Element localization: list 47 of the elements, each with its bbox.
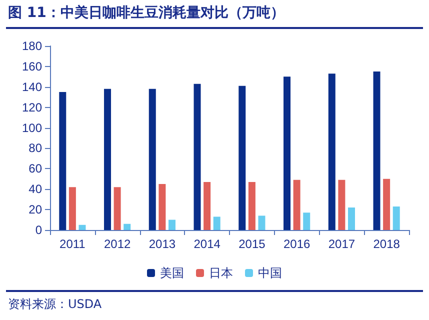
bar bbox=[213, 216, 220, 230]
y-tick-label: 180 bbox=[22, 39, 42, 53]
bar bbox=[204, 182, 211, 230]
y-tick-label: 120 bbox=[22, 100, 42, 114]
x-tick-label: 2018 bbox=[373, 237, 400, 251]
bar bbox=[59, 92, 66, 230]
bar bbox=[258, 216, 266, 230]
bar bbox=[168, 220, 176, 230]
y-tick-label: 140 bbox=[22, 80, 42, 94]
x-tick-label: 2016 bbox=[283, 237, 310, 251]
bar bbox=[148, 88, 156, 230]
bar bbox=[238, 86, 246, 230]
bar bbox=[124, 224, 131, 230]
x-tick-label: 2017 bbox=[328, 237, 356, 251]
chart-title: 图 11：中美日咖啡生豆消耗量对比（万吨） bbox=[8, 4, 284, 22]
bar bbox=[373, 72, 380, 230]
x-tick-label: 2014 bbox=[194, 237, 221, 251]
bar bbox=[104, 88, 112, 230]
legend-label: 日本 bbox=[209, 266, 233, 280]
bar bbox=[348, 208, 355, 230]
y-tick-label: 60 bbox=[28, 162, 42, 176]
bar bbox=[248, 182, 256, 230]
y-tick-label: 160 bbox=[22, 59, 42, 74]
y-tick-label: 80 bbox=[28, 141, 42, 156]
bar bbox=[194, 84, 201, 230]
y-tick-label: 0 bbox=[35, 223, 42, 237]
y-tick-label: 40 bbox=[28, 182, 42, 196]
x-tick-label: 2012 bbox=[104, 237, 131, 251]
bar bbox=[114, 187, 121, 230]
bar bbox=[303, 212, 310, 230]
text: 资料来源：USDA bbox=[8, 296, 102, 313]
bar bbox=[338, 180, 346, 230]
legend-label: 中国 bbox=[258, 266, 282, 280]
bar bbox=[78, 224, 86, 230]
bar bbox=[392, 206, 400, 230]
bar bbox=[293, 180, 300, 230]
legend-label: 美国 bbox=[160, 266, 184, 280]
x-tick-label: 2011 bbox=[60, 237, 86, 251]
bar bbox=[383, 178, 390, 230]
bar bbox=[328, 74, 336, 230]
bar bbox=[68, 187, 76, 230]
y-tick-label: 100 bbox=[22, 120, 42, 135]
bar bbox=[284, 76, 291, 230]
x-tick-label: 2015 bbox=[238, 237, 266, 251]
bar bbox=[158, 184, 166, 230]
x-tick-label: 2013 bbox=[148, 237, 176, 251]
y-tick-label: 20 bbox=[28, 202, 42, 217]
